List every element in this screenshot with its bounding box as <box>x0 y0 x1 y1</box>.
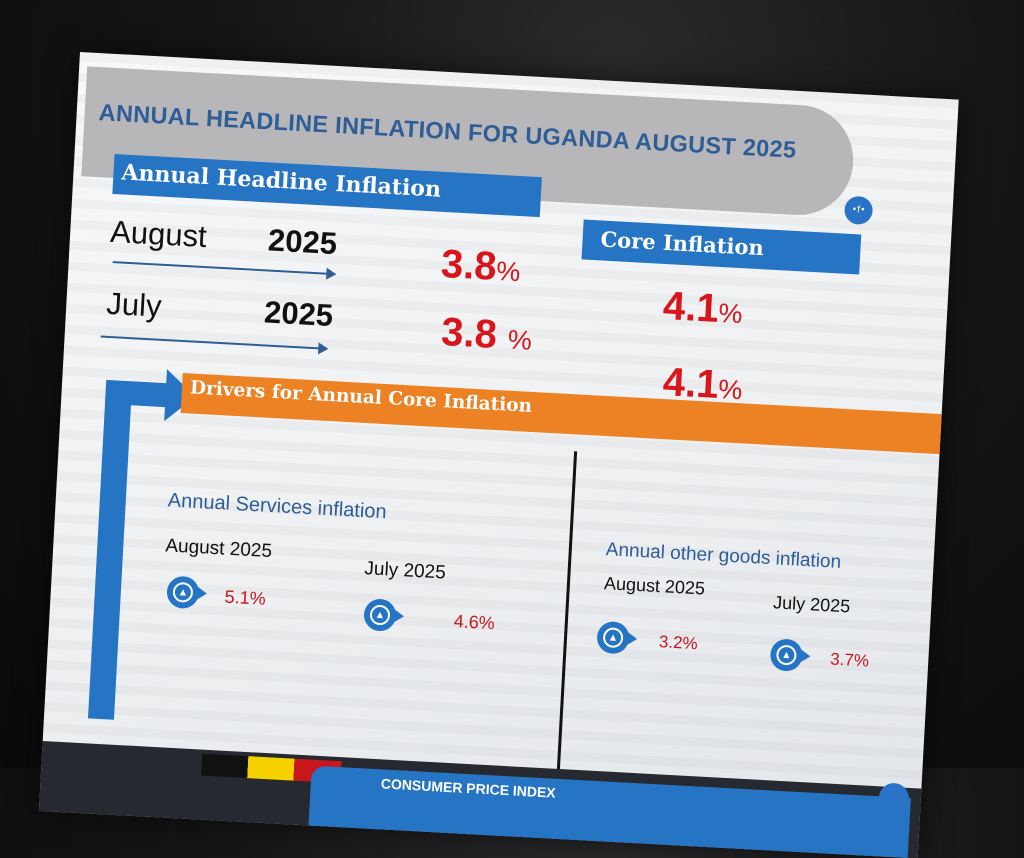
other-goods-value-august: 3.2% <box>658 632 699 654</box>
badge-glyph: ▲ <box>369 604 391 626</box>
percent-sign: % <box>717 374 744 406</box>
core-inflation-header: Core Inflation <box>581 219 862 275</box>
up-triangle-circle-icon: ▲ <box>596 620 630 655</box>
up-triangle-circle-icon: ▲ <box>363 598 397 632</box>
headline-value-number: 3.8 <box>439 241 498 289</box>
headline-value-july: 3.8 % <box>440 310 533 360</box>
other-goods-value-july: 3.7% <box>829 649 870 671</box>
flow-arrow-stem <box>87 383 133 720</box>
services-inflation-title: Annual Services inflation <box>167 489 388 524</box>
other-goods-period-august: August 2025 <box>603 573 706 599</box>
services-period-august: August 2025 <box>164 535 273 563</box>
core-value-august: 4.1% <box>662 284 744 333</box>
core-value-number: 4.1 <box>661 283 720 331</box>
percent-sign: % <box>506 324 533 356</box>
right-arrow-icon <box>100 335 327 350</box>
drivers-title: Drivers for Annual Core Inflation <box>189 377 533 417</box>
logo-icon: •f• <box>843 195 874 226</box>
services-value-july: 4.6% <box>453 611 496 634</box>
other-goods-inflation-title: Annual other goods inflation <box>605 539 842 573</box>
slide-title: ANNUAL HEADLINE INFLATION FOR UGANDA AUG… <box>98 99 798 163</box>
percent-sign: % <box>495 255 522 288</box>
period-month-july: July <box>105 285 163 324</box>
period-year-july: 2025 <box>263 294 335 334</box>
up-triangle-circle-icon: ▲ <box>166 575 200 610</box>
badge-glyph: ▲ <box>172 581 194 603</box>
percent-sign: % <box>717 297 744 330</box>
right-arrow-icon <box>112 261 335 276</box>
other-goods-period-july: July 2025 <box>772 592 851 617</box>
footer-text: CONSUMER PRICE INDEX <box>380 775 557 801</box>
presentation-slide: ANNUAL HEADLINE INFLATION FOR UGANDA AUG… <box>38 52 959 858</box>
headline-value-number: 3.8 <box>440 309 499 357</box>
period-month-august: August <box>109 213 208 255</box>
services-period-july: July 2025 <box>363 558 447 584</box>
badge-glyph: ▲ <box>775 644 797 666</box>
badge-glyph: ▲ <box>602 627 624 649</box>
period-year-august: 2025 <box>267 222 338 262</box>
section-divider <box>555 451 578 791</box>
services-value-august: 5.1% <box>224 586 267 609</box>
drivers-banner: Drivers for Annual Core Inflation <box>180 373 942 455</box>
headline-value-august: 3.8% <box>440 242 522 291</box>
flow-arrow-bend <box>105 379 171 408</box>
up-triangle-circle-icon: ▲ <box>769 638 804 672</box>
